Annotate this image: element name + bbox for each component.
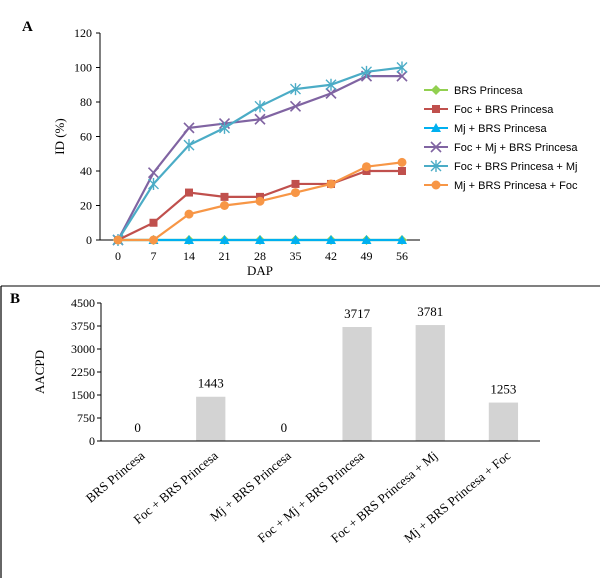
x-tick-label: 21 [219,249,231,263]
data-point [361,235,372,244]
legend-label: BRS Princesa [454,85,523,97]
legend-swatch-marker [430,160,442,172]
legend-label: Mj + BRS Princesa + Foc [454,180,578,192]
data-point [219,121,230,134]
data-point [361,65,372,78]
data-point [147,167,160,179]
data-point [220,192,229,201]
legend-swatch-marker [431,180,441,190]
x-tick-label: 35 [290,249,302,263]
bar-foc-mj-brs-princesa [342,327,372,441]
panel-label-b: B [10,291,20,307]
legend-item-foc-mj-brs-princesa: Foc + Mj + BRS Princesa [424,141,578,154]
data-label: 0 [281,420,288,435]
y-tick-label: 100 [74,61,92,75]
bar-foc-brs-princesa [196,396,226,441]
data-point [149,235,158,245]
data-point [291,188,300,198]
legend-item-mj-brs-princesa-foc: Mj + BRS Princesa + Foc [424,180,578,192]
data-point [290,83,301,96]
data-point [220,201,229,210]
x-tick-label: 7 [151,249,157,263]
legend-label: Foc + BRS Princesa + Mj [454,161,578,173]
data-point [113,235,123,245]
data-point [148,177,159,190]
y-axis-label: AACPD [32,350,47,394]
data-point [149,218,158,227]
y-tick-label: 4500 [71,296,95,310]
y-tick-label: 2250 [71,365,95,379]
x-tick-label: 28 [254,249,266,263]
data-label: 3717 [344,306,371,321]
x-tick-label: 56 [396,249,408,263]
data-point [185,188,193,197]
legend-item-foc-brs-princesa-mj: Foc + BRS Princesa + Mj [424,160,578,173]
legend-label: Mj + BRS Princesa [454,123,547,135]
x-tick-label: BRS Princesa [83,448,148,506]
data-point [397,235,407,244]
y-tick-label: 40 [80,164,92,178]
data-point [291,179,300,188]
bar-mj-brs-princesa-foc [488,402,519,441]
data-point [362,162,371,172]
legend-label: Foc + BRS Princesa [454,104,554,116]
x-tick-label: 42 [325,249,337,263]
legend-item-foc-brs-princesa: Foc + BRS Princesa [424,104,554,116]
x-tick-label: 14 [183,249,195,263]
y-tick-label: 120 [74,26,92,40]
data-point [326,235,336,244]
legend-item-mj-brs-princesa: Mj + BRS Princesa [424,123,547,135]
data-point [255,196,265,206]
data-point [289,100,302,112]
bar-foc-brs-princesa-mj [415,325,445,441]
x-axis-label: DAP [247,263,273,278]
data-label: 1443 [198,376,224,391]
y-tick-label: 3750 [71,319,95,333]
data-point [396,70,408,82]
y-tick-label: 80 [80,95,92,109]
y-tick-label: 750 [77,411,95,425]
data-label: 3781 [417,304,443,319]
y-tick-label: 0 [86,233,92,247]
legend-swatch-marker [431,123,441,132]
data-point [219,235,230,244]
panel-label-a: A [22,19,33,35]
series-mj-brs-princesa-foc [113,157,407,245]
legend-swatch-marker [430,141,442,153]
legend-item-brs-princesa: BRS Princesa [424,85,523,97]
series-line [117,66,403,241]
data-point [184,209,194,219]
legend-label: Foc + Mj + BRS Princesa [454,142,578,154]
legend-swatch-marker [431,85,441,95]
data-label: 0 [134,420,141,435]
y-tick-label: 60 [80,130,92,144]
y-axis-label: ID (%) [52,118,67,154]
data-point [396,61,408,74]
legend: BRS Princesa Foc + BRS Princesa Mj + BRS P… [424,85,578,192]
data-label: 1253 [490,382,516,397]
data-point [255,235,265,244]
legend-swatch-marker [432,105,440,113]
y-tick-label: 1500 [71,388,95,402]
data-point [184,235,194,244]
data-point [397,157,407,167]
x-tick-label: 0 [115,249,121,263]
data-point [183,139,195,152]
data-point [254,113,266,125]
y-tick-label: 20 [80,199,92,213]
data-point [254,100,266,113]
x-tick-label: 49 [361,249,373,263]
data-point [290,235,301,244]
data-point [325,78,337,91]
data-point [398,167,406,175]
data-point [183,122,195,134]
y-tick-label: 0 [89,434,95,448]
data-point [326,179,336,189]
panel-a: A 0 20 40 60 80 100 120 0 7 14 21 28 35 42 49 56 DAP ID (%… [22,19,578,278]
y-tick-label: 3000 [71,342,95,356]
data-point [325,87,337,99]
